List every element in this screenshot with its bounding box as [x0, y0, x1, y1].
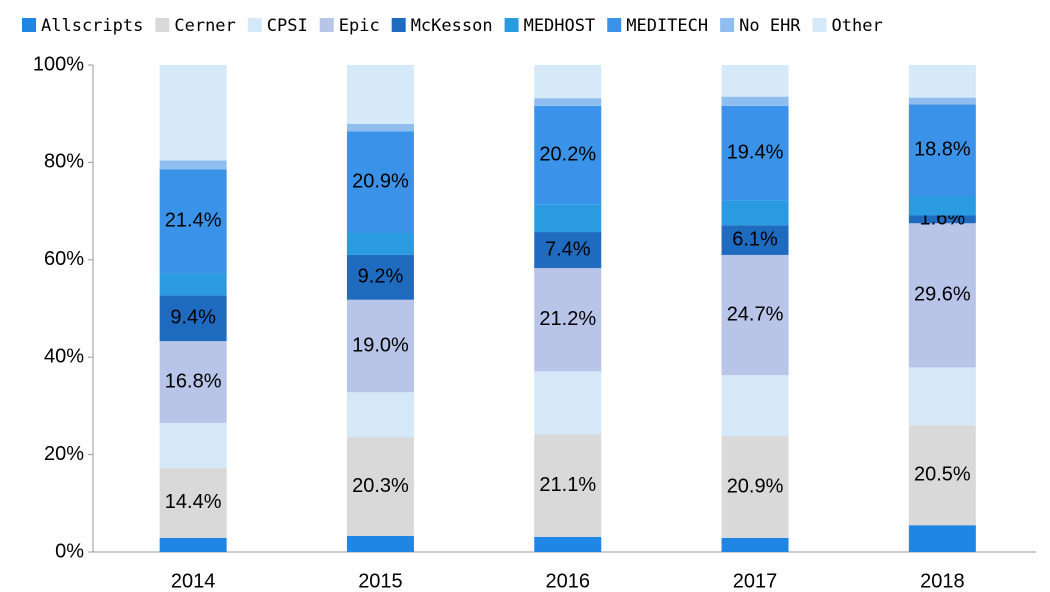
y-tick-label: 100% — [33, 53, 84, 75]
legend-swatch — [504, 18, 519, 32]
bar-segment — [534, 268, 602, 372]
legend-label: Allscripts — [41, 16, 143, 36]
bar-segment — [346, 123, 414, 132]
x-tick-label: 2014 — [171, 570, 216, 592]
bar-segment — [346, 233, 414, 255]
bar-segment — [159, 422, 227, 468]
bar-segment — [159, 467, 227, 538]
y-tick-label: 0% — [55, 540, 84, 562]
data-label: 14.4% — [165, 491, 222, 513]
bar-segment — [159, 537, 227, 552]
data-label: 21.4% — [165, 210, 222, 232]
bar-segment — [721, 375, 789, 437]
bar-segment — [346, 392, 414, 438]
bar-segment — [908, 196, 976, 216]
bar-segment — [534, 536, 602, 552]
legend-swatch — [247, 18, 262, 32]
bar-segment — [721, 65, 789, 97]
bar-segment — [908, 525, 976, 552]
bar-segment — [721, 96, 789, 106]
bar-segment — [721, 200, 789, 226]
data-label: 21.1% — [539, 474, 596, 496]
bar-segment — [721, 537, 789, 552]
bar-segment — [346, 299, 414, 393]
bar-segment — [346, 437, 414, 536]
legend-label: Epic — [339, 16, 380, 36]
legend-swatch — [155, 18, 170, 32]
bar-segment — [159, 341, 227, 423]
data-label: 20.2% — [539, 143, 596, 165]
bar-segment — [159, 65, 227, 161]
data-label: 19.0% — [352, 334, 409, 356]
legend-label: Other — [832, 16, 883, 36]
legend-label: MEDITECH — [626, 16, 708, 36]
data-label: 21.2% — [539, 308, 596, 330]
data-label: 18.8% — [914, 139, 971, 161]
legend-label: No EHR — [739, 16, 801, 36]
bar-segment — [159, 169, 227, 274]
data-label: 9.2% — [358, 266, 404, 288]
bar-segment — [721, 254, 789, 376]
bar-segment — [159, 160, 227, 170]
bar-segment — [534, 65, 602, 99]
data-label: 24.7% — [727, 303, 784, 325]
bar-segment — [534, 232, 602, 269]
y-tick-label: 20% — [44, 443, 84, 465]
legend-swatch — [607, 18, 622, 32]
y-tick-label: 60% — [44, 248, 84, 270]
y-tick-label: 40% — [44, 345, 84, 367]
legend-label: CPSI — [267, 16, 308, 36]
bar-segment — [534, 204, 602, 233]
data-label: 20.5% — [914, 464, 971, 486]
legend-label: Cerner — [174, 16, 235, 36]
bar-segment — [908, 223, 976, 368]
bar-segment — [721, 436, 789, 538]
legend-swatch — [319, 18, 334, 32]
bar-segment — [346, 254, 414, 300]
bar-segment — [534, 434, 602, 537]
bar-segment — [534, 371, 602, 435]
y-tick-label: 80% — [44, 151, 84, 173]
data-label: 20.9% — [727, 475, 784, 497]
bar-segment — [346, 65, 414, 124]
x-tick-label: 2018 — [920, 570, 965, 592]
x-tick-label: 2017 — [733, 570, 778, 592]
bar-segment — [908, 65, 976, 98]
data-label: 20.3% — [352, 475, 409, 497]
legend-label: MEDHOST — [524, 16, 596, 36]
legend-swatch — [812, 18, 827, 32]
bar-segment — [721, 225, 789, 255]
data-label: 16.8% — [165, 370, 222, 392]
data-label: 7.4% — [545, 238, 591, 260]
bar-segment — [159, 295, 227, 342]
bar-segment — [159, 273, 227, 296]
bar-segment — [908, 367, 976, 426]
data-label: 20.9% — [352, 170, 409, 192]
bar-segment — [721, 105, 789, 201]
bar-segment — [908, 425, 976, 526]
data-label: 9.4% — [170, 307, 216, 329]
bar-segment — [908, 104, 976, 197]
legend-swatch — [720, 18, 735, 32]
bar-segment — [908, 97, 976, 105]
bar-segment — [346, 535, 414, 552]
bar-segment — [908, 215, 976, 224]
legend-label: McKesson — [411, 16, 493, 36]
data-label: 6.1% — [732, 228, 778, 250]
bar-segment — [346, 131, 414, 234]
data-label: 29.6% — [914, 284, 971, 306]
bar-segment — [534, 105, 602, 205]
data-label: 19.4% — [727, 141, 784, 163]
legend-swatch — [391, 18, 406, 32]
x-tick-label: 2015 — [358, 570, 403, 592]
x-tick-label: 2016 — [546, 570, 591, 592]
legend-swatch — [22, 18, 36, 32]
bar-segment — [534, 98, 602, 106]
